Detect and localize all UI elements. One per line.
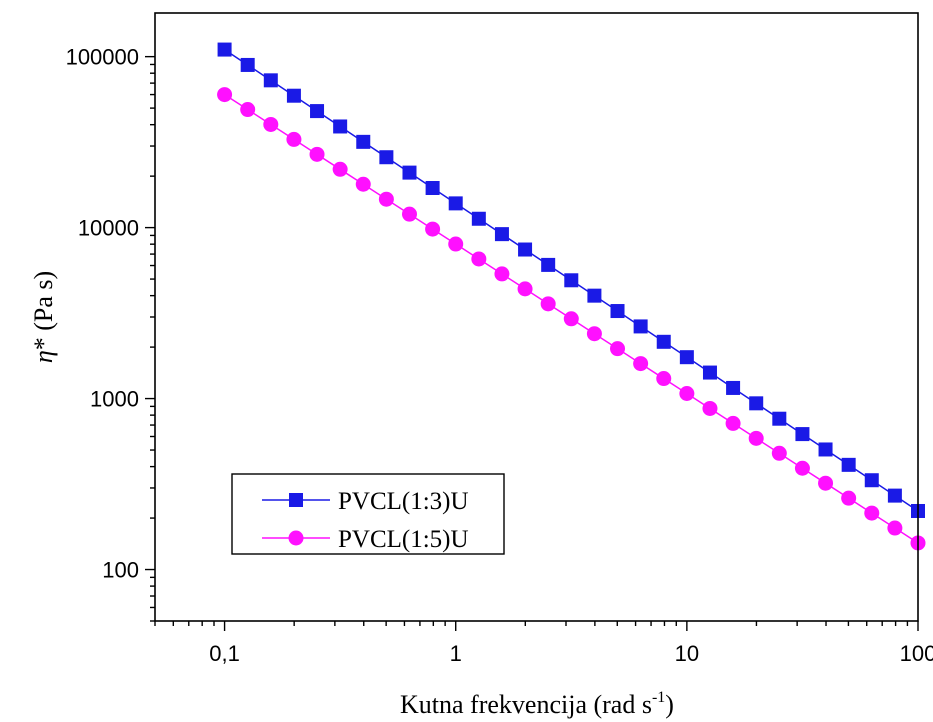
legend-label-series-1: PVCL(1:3)U [338,488,469,515]
data-point-square [656,334,671,349]
legend-box [231,473,505,555]
x-axis-title: Kutna frekvencija (rad s-1) [400,689,674,719]
data-point-circle [286,131,302,147]
data-point-circle [794,460,810,476]
data-point-circle [332,161,348,177]
data-point-circle [217,87,233,103]
data-point-square [333,119,348,134]
data-point-circle [540,296,556,312]
data-point-circle [586,326,602,342]
data-point-square [633,319,648,334]
y-axis-title-rest: * (Pa s) [29,271,58,350]
data-point-square [240,57,255,72]
data-point-circle [517,281,533,297]
y-tick-label: 1000 [90,387,139,412]
x-tick-label: 1 [450,641,462,666]
data-point-circle [494,266,510,282]
data-point-square [425,180,440,195]
x-axis-title-tail: ) [665,690,674,719]
data-point-circle [263,116,279,132]
data-point-circle [656,371,672,387]
data-point-square [887,488,902,503]
data-point-circle [378,191,394,207]
data-point-square [795,427,810,442]
data-point-circle [702,400,718,416]
data-point-square [679,350,694,365]
data-point-square [587,288,602,303]
data-point-square [610,304,625,319]
data-point-square [286,88,301,103]
series-layer [217,42,926,551]
data-point-square [356,134,371,149]
x-tick-label: 100 [900,641,933,666]
x-axis-title-sup: -1 [652,689,665,706]
data-point-square [518,242,533,257]
data-point-circle [818,475,834,491]
y-tick-label: 100 [102,558,139,583]
data-point-circle [679,386,695,402]
data-point-square [841,457,856,472]
series-1 [217,42,925,518]
data-point-circle [841,490,857,506]
y-tick-label: 10000 [78,216,139,241]
data-point-circle [725,415,741,431]
x-tick-label: 0,1 [209,641,240,666]
data-point-circle [240,102,256,118]
series-2 [217,87,926,551]
data-point-square [379,150,394,165]
data-point-square [263,73,278,88]
y-axis-title: η* (Pa s) [29,271,58,363]
x-tick-label: 10 [675,641,699,666]
legend-marker-series-1 [289,493,303,507]
data-point-circle [771,445,787,461]
data-point-square [448,196,463,211]
data-point-square [310,104,325,119]
data-point-circle [401,206,417,222]
data-point-square [864,473,879,488]
data-point-circle [633,356,649,372]
x-axis-title-main: Kutna frekvencija (rad s [400,690,652,719]
data-point-circle [563,311,579,327]
data-point-circle [448,236,464,252]
y-tick-label: 100000 [66,45,139,70]
legend-item-series-2: PVCL(1:5)U [262,526,469,553]
data-point-square [818,442,833,457]
y-axis-title-symbol: η [29,350,58,363]
data-point-square [726,380,741,395]
data-point-circle [748,430,764,446]
data-point-circle [471,251,487,267]
legend-label-series-2: PVCL(1:5)U [338,526,469,553]
data-point-circle [355,176,371,192]
data-point-circle [610,341,626,357]
legend-marker-series-2 [288,530,304,546]
data-point-square [217,42,232,57]
data-point-square [702,365,717,380]
data-point-square [564,273,579,288]
data-point-circle [864,505,880,521]
data-point-circle [425,221,441,237]
ticks-layer: 0,1 1 10 100 100 1000 10000 100000 [66,45,933,666]
data-point-square [494,227,509,242]
data-point-square [772,411,787,426]
data-point-square [541,257,556,272]
data-point-square [402,165,417,180]
data-point-circle [887,520,903,536]
plot-frame [154,12,919,622]
data-point-circle [309,146,325,162]
data-point-square [749,396,764,411]
data-point-square [471,211,486,226]
legend-item-series-1: PVCL(1:3)U [262,488,469,515]
legend: PVCL(1:3)U PVCL(1:5)U [231,473,505,555]
